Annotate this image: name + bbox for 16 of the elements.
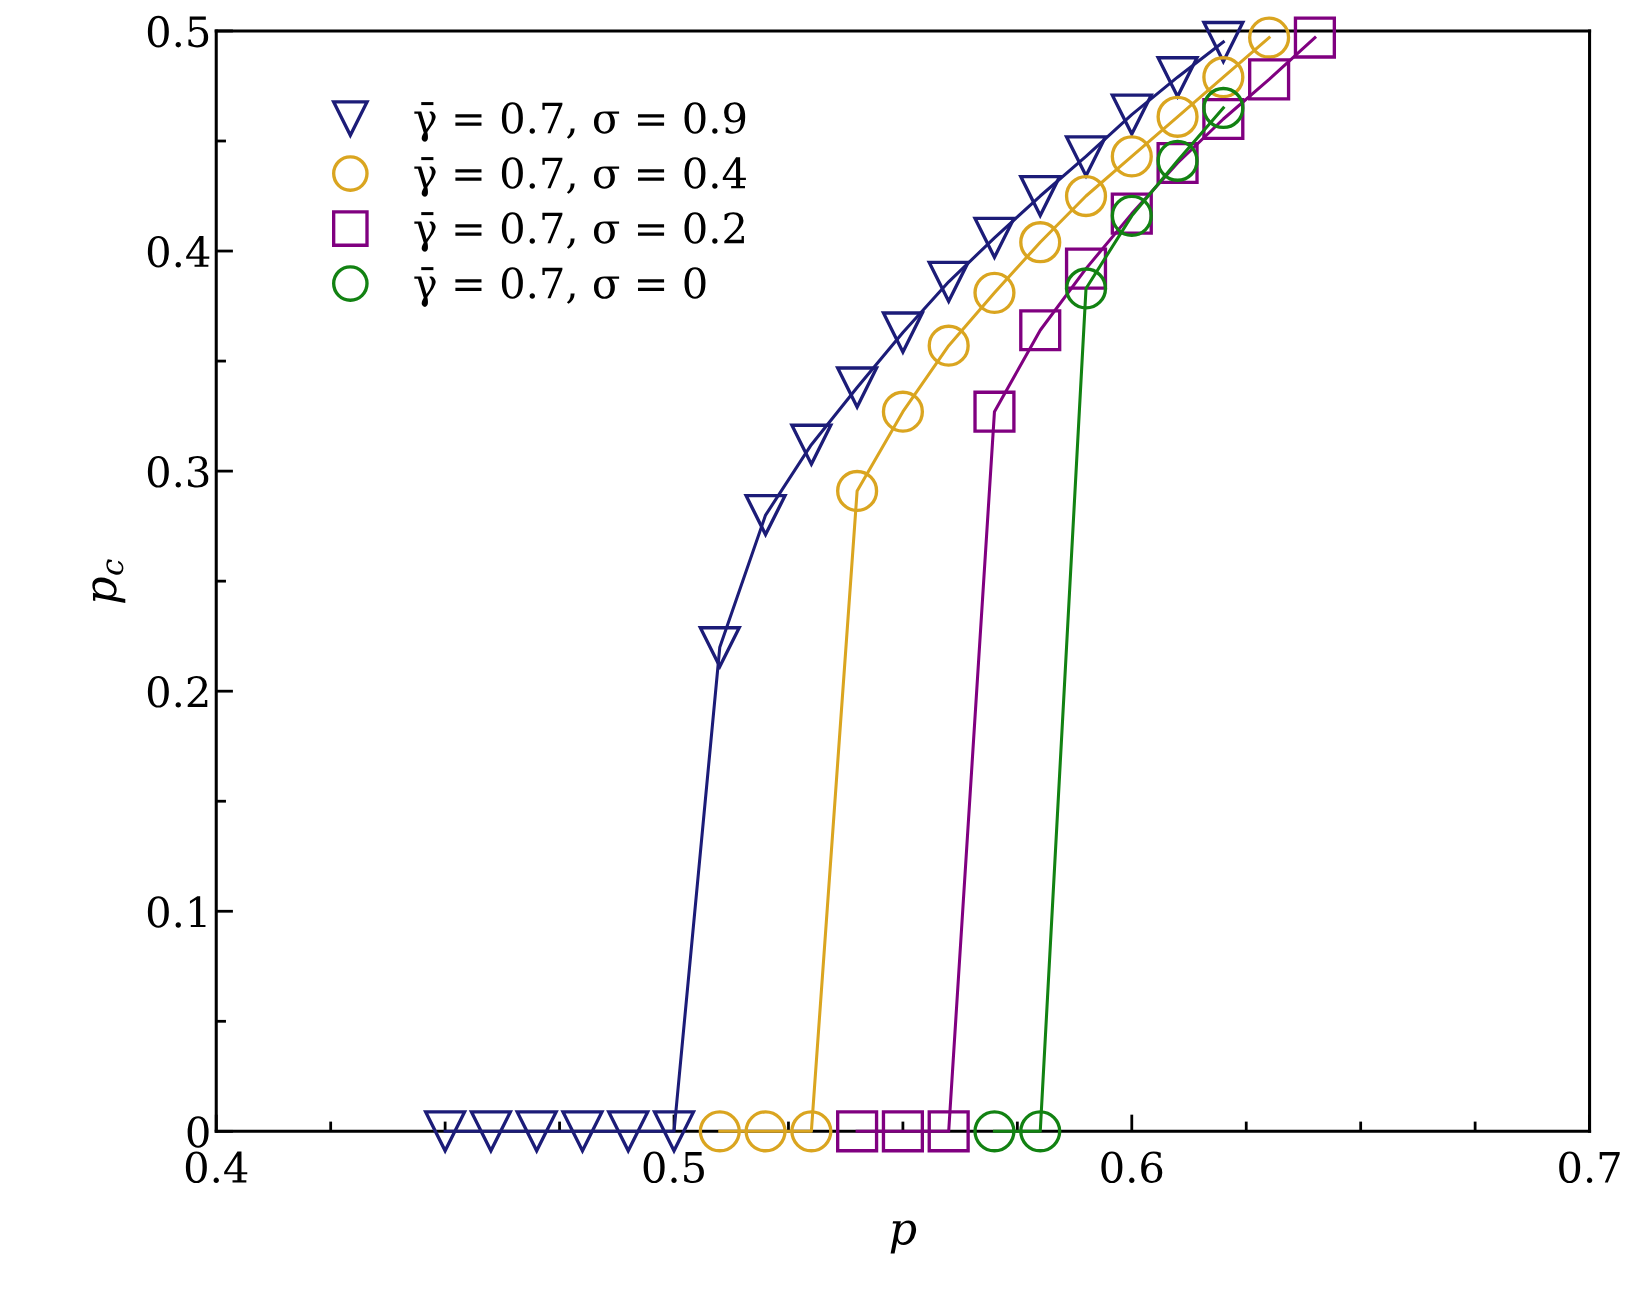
legend-label: γ̄ = 0.7, σ = 0.2 xyxy=(414,212,744,252)
x-tick-label: 0.7 xyxy=(1559,1151,1620,1184)
y-tick-label: 0 xyxy=(187,1116,209,1148)
legend-label: γ̄ = 0.7, σ = 0.4 xyxy=(414,157,746,197)
y-tick-label: 0.4 xyxy=(147,235,210,268)
legend-label: γ̄ = 0.7, σ = 0 xyxy=(414,267,706,307)
y-tick-label: 0.5 xyxy=(147,15,209,48)
x-axis-title: p xyxy=(890,1220,917,1254)
x-tick-label: 0.5 xyxy=(643,1151,704,1184)
y-axis-title: p$_{c}$ xyxy=(92,559,126,604)
x-tick-label: 0.6 xyxy=(1101,1151,1163,1184)
y-tick-label: 0.1 xyxy=(147,896,206,928)
legend-label: γ̄ = 0.7, σ = 0.9 xyxy=(414,102,746,142)
x-tick-label: 0.4 xyxy=(185,1151,248,1184)
y-tick-label: 0.2 xyxy=(147,676,208,708)
y-tick-label: 0.3 xyxy=(147,456,209,488)
